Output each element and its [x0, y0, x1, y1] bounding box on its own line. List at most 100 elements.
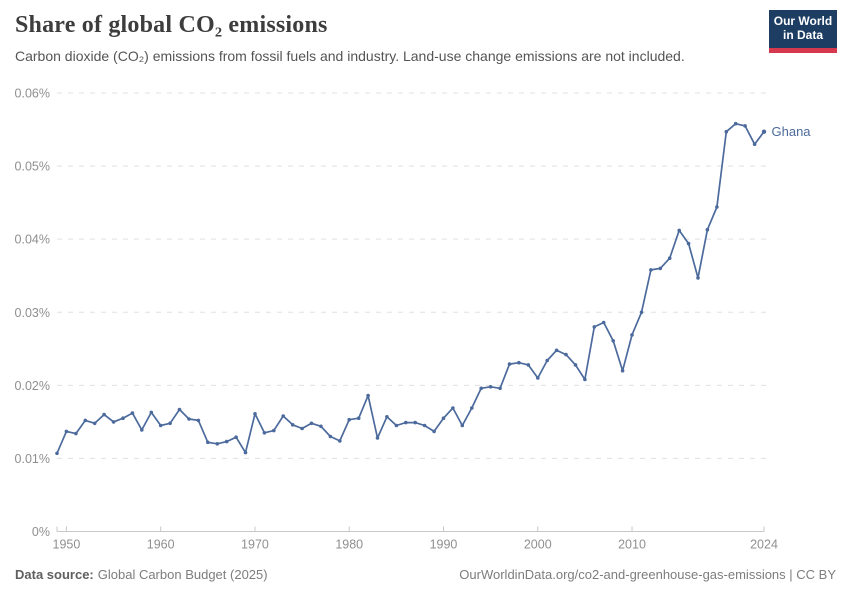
data-point-marker	[121, 416, 125, 421]
data-point-marker	[639, 310, 644, 315]
y-tick-label: 0.02%	[15, 379, 50, 393]
data-point-marker	[715, 205, 719, 209]
data-point-marker	[158, 423, 163, 428]
y-tick-label: 0.03%	[15, 306, 50, 320]
data-point-marker	[234, 435, 238, 440]
data-point-marker	[394, 423, 399, 428]
data-point-marker	[140, 428, 144, 432]
data-point-marker	[564, 352, 568, 357]
data-point-marker	[441, 416, 446, 421]
data-source: Data source: Global Carbon Budget (2025)	[15, 567, 268, 582]
data-point-marker	[649, 268, 653, 272]
data-point-marker	[177, 407, 182, 412]
data-point-marker	[422, 423, 427, 428]
data-point-marker	[526, 363, 531, 367]
data-point-marker	[752, 142, 757, 146]
data-point-marker	[253, 412, 257, 416]
data-point-marker	[460, 423, 465, 428]
data-point-marker	[583, 377, 587, 382]
data-point-marker	[658, 266, 663, 271]
data-point-marker	[554, 348, 559, 353]
x-tick-label: 2024	[750, 538, 778, 552]
y-tick-label: 0.06%	[15, 87, 50, 101]
data-point-marker	[187, 417, 191, 421]
data-point-marker	[620, 368, 625, 373]
data-point-marker	[611, 339, 615, 343]
y-tick-label: 0.04%	[15, 233, 50, 247]
owid-logo[interactable]: Our World in Data	[769, 10, 837, 53]
data-point-marker	[281, 414, 286, 418]
data-source-value: Global Carbon Budget (2025)	[97, 567, 268, 582]
data-point-marker	[338, 439, 342, 443]
data-point-marker	[328, 434, 333, 439]
x-tick-label: 2000	[524, 538, 552, 552]
data-point-marker	[243, 450, 248, 455]
chart-title: Share of global CO₂ emissions	[15, 12, 328, 38]
data-point-marker	[498, 386, 502, 391]
data-point-marker	[385, 415, 389, 419]
x-tick-label: 1960	[147, 538, 175, 552]
data-point-marker	[696, 276, 700, 280]
data-point-marker	[517, 360, 521, 365]
data-point-marker	[196, 418, 201, 423]
x-tick-label: 1980	[335, 538, 363, 552]
data-point-marker	[573, 363, 578, 367]
data-source-label: Data source:	[15, 567, 94, 582]
data-point-marker	[404, 420, 408, 425]
data-point-marker	[130, 411, 135, 415]
x-tick-label: 1950	[53, 538, 81, 552]
data-point-marker	[55, 451, 59, 456]
series-end-label: Ghana	[772, 124, 812, 139]
data-point-marker	[507, 362, 512, 366]
data-point-marker	[74, 431, 78, 436]
data-point-marker	[432, 429, 436, 434]
data-point-marker	[686, 241, 691, 246]
data-point-marker	[347, 417, 352, 422]
data-point-marker	[64, 429, 69, 434]
chart-header: Share of global CO₂ emissions Carbon dio…	[15, 12, 755, 64]
data-point-marker	[601, 320, 606, 325]
data-point-marker	[224, 439, 229, 444]
data-point-marker	[470, 406, 474, 410]
chart-subtitle: Carbon dioxide (CO₂) emissions from foss…	[15, 48, 685, 64]
data-point-marker	[356, 416, 361, 421]
chart-footer: Data source: Global Carbon Budget (2025) …	[15, 567, 836, 582]
data-point-marker	[206, 440, 210, 445]
data-point-marker	[413, 420, 418, 425]
x-tick-label: 2010	[618, 538, 646, 552]
data-point-marker	[630, 333, 634, 337]
data-point-marker	[83, 418, 88, 423]
data-point-marker	[319, 424, 323, 429]
data-point-marker	[111, 420, 116, 424]
data-point-marker	[290, 423, 295, 427]
x-tick-label: 1990	[430, 538, 458, 552]
data-point-marker	[366, 393, 370, 398]
data-point-marker	[300, 426, 304, 431]
data-point-marker	[479, 386, 484, 391]
owid-logo-line1: Our World	[773, 14, 833, 29]
data-point-marker	[168, 421, 172, 426]
data-point-marker	[92, 421, 97, 426]
data-point-marker	[733, 121, 738, 126]
y-tick-label: 0%	[32, 525, 50, 539]
owid-logo-line2: in Data	[782, 28, 823, 42]
data-point-marker	[724, 129, 729, 134]
series-line-ghana	[56, 122, 765, 455]
data-point-marker	[743, 124, 747, 128]
series-end-marker	[761, 129, 767, 134]
credit-link[interactable]: OurWorldinData.org/co2-and-greenhouse-ga…	[459, 567, 836, 582]
data-point-marker	[272, 428, 276, 433]
data-point-marker	[545, 358, 549, 363]
data-point-marker	[488, 385, 493, 389]
data-point-marker	[149, 410, 154, 415]
y-tick-label: 0.05%	[15, 160, 50, 174]
data-point-marker	[262, 431, 267, 435]
data-point-marker	[451, 406, 455, 410]
x-tick-label: 1970	[241, 538, 269, 552]
data-point-marker	[309, 421, 314, 426]
data-point-marker	[536, 376, 540, 380]
data-point-marker	[102, 412, 106, 417]
data-point-marker	[705, 227, 710, 232]
